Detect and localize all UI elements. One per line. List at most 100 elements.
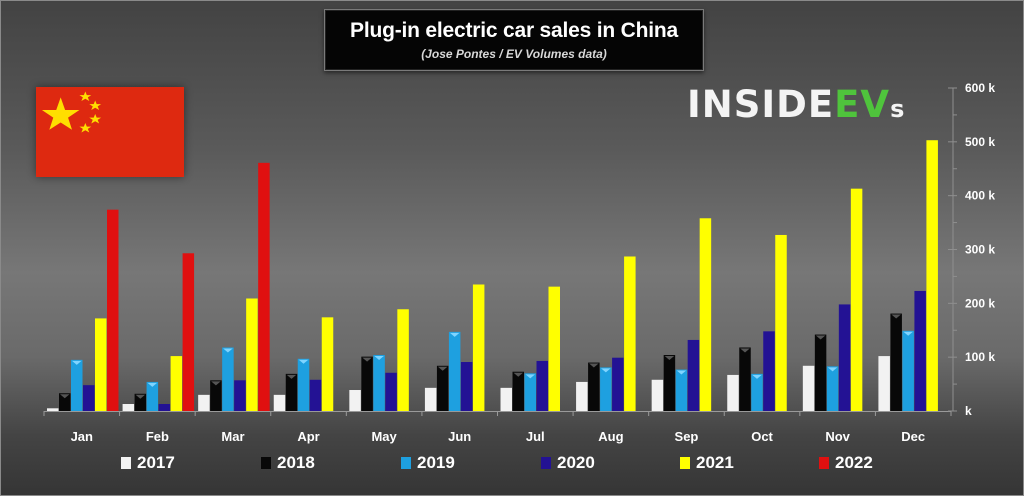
china-flag-icon [36, 87, 184, 177]
legend-item-2020: 2020 [541, 453, 595, 473]
legend-item-2021: 2021 [680, 453, 734, 473]
bar-top-highlight [525, 374, 535, 379]
legend-swatch [121, 457, 131, 469]
bar-2018-aug [588, 362, 600, 411]
bar-2017-oct [727, 374, 739, 411]
y-tick-label: 400 k [965, 189, 995, 203]
bar-top-highlight [223, 348, 233, 353]
legend-item-2019: 2019 [401, 453, 455, 473]
bar-2020-aug [612, 357, 624, 411]
bar-2021-aug [624, 256, 636, 411]
bar-top-highlight [147, 382, 158, 387]
bar-2022-jan [107, 209, 119, 411]
flag-small-star [79, 123, 92, 133]
chart-subtitle: (Jose Pontes / EV Volumes data) [421, 47, 607, 61]
bar-2019-feb [146, 381, 159, 411]
x-tick-label: Oct [751, 429, 773, 444]
bar-2019-aug [600, 367, 612, 411]
bar-2021-mar [246, 298, 258, 411]
bar-2018-jan [59, 393, 71, 411]
bar-top-highlight [589, 363, 599, 368]
legend-item-2017: 2017 [121, 453, 175, 473]
bar-2018-mar [210, 380, 222, 411]
bar-2021-feb [170, 356, 183, 411]
x-tick-label: Nov [825, 429, 850, 444]
bar-top-highlight [362, 357, 372, 362]
bar-2017-sep [651, 379, 664, 411]
bar-2020-jan [83, 385, 95, 411]
legend-swatch [541, 457, 551, 469]
bar-2017-nov [802, 365, 815, 411]
bar-2019-oct [751, 373, 763, 411]
y-tick-label: k [965, 404, 972, 418]
bar-2018-feb [134, 393, 147, 411]
x-tick-label: Sep [675, 429, 699, 444]
bar-top-highlight [601, 368, 611, 373]
legend-label: 2022 [835, 453, 873, 472]
bar-top-highlight [298, 359, 309, 364]
y-tick-label: 300 k [965, 243, 995, 257]
bar-2021-may [397, 309, 409, 411]
logo-ev: EV [834, 83, 891, 126]
bar-2020-jul [536, 360, 548, 411]
bar-2018-may [361, 356, 373, 411]
bar-2018-oct [739, 347, 751, 411]
bar-top-highlight [752, 374, 762, 379]
bar-2017-dec [878, 356, 890, 411]
bar-top-highlight [664, 356, 675, 361]
bar-2020-feb [158, 404, 171, 411]
bar-2020-dec [914, 290, 926, 411]
legend-label: 2020 [557, 453, 595, 472]
chart-title: Plug-in electric car sales in China [350, 19, 678, 42]
bar-2017-may [349, 390, 361, 411]
bar-top-highlight [891, 314, 901, 319]
logo-s: s [890, 95, 906, 123]
bar-2019-sep [675, 369, 688, 411]
bar-chart: k 100 k 200 k 300 k 400 k 500 k 600 k Jan Feb Mar… [43, 81, 995, 444]
bar-2020-sep [687, 339, 700, 411]
bar-2020-may [385, 372, 397, 411]
y-tick-label: 100 k [965, 350, 995, 364]
legend-label: 2018 [277, 453, 315, 472]
bar-2019-mar [222, 347, 234, 411]
legend-swatch [401, 457, 411, 469]
legend-label: 2017 [137, 453, 175, 472]
y-tick-label: 500 k [965, 135, 995, 149]
bar-2018-dec [890, 313, 902, 411]
bar-2021-dec [926, 140, 938, 412]
bar-2019-jun [448, 331, 461, 411]
bar-2021-oct [775, 234, 787, 411]
bar-2019-jul [524, 373, 536, 411]
bar-top-highlight [740, 348, 750, 353]
bar-2021-apr [321, 317, 334, 411]
legend-swatch [680, 457, 690, 469]
bar-2017-mar [198, 394, 210, 411]
x-tick-label: Jan [71, 429, 93, 444]
legend-swatch [261, 457, 271, 469]
bar-2019-may [373, 355, 385, 411]
bar-2019-apr [297, 358, 310, 411]
bar-top-highlight [449, 332, 460, 337]
x-tick-label: Mar [221, 429, 244, 444]
bar-2020-oct [763, 331, 775, 411]
bar-2017-aug [576, 381, 588, 411]
bar-2020-jun [460, 362, 473, 411]
legend-swatch [819, 457, 829, 469]
flag-small-star [79, 91, 92, 101]
bar-2018-jun [436, 365, 449, 411]
x-tick-label: Dec [901, 429, 925, 444]
title-box: Plug-in electric car sales in China (Jos… [324, 9, 704, 71]
flag-big-star [41, 97, 80, 130]
bar-top-highlight [60, 394, 70, 399]
legend-item-2018: 2018 [261, 453, 315, 473]
bar-2018-apr [285, 373, 298, 411]
x-tick-label: Aug [598, 429, 623, 444]
bar-2021-jan [95, 318, 107, 411]
bar-2018-sep [663, 355, 676, 411]
bar-2017-jan [47, 408, 59, 411]
bar-top-highlight [437, 366, 448, 371]
x-tick-label: Feb [146, 429, 169, 444]
legend-label: 2019 [417, 453, 455, 472]
bar-2017-jul [500, 387, 512, 411]
bar-top-highlight [211, 381, 221, 386]
